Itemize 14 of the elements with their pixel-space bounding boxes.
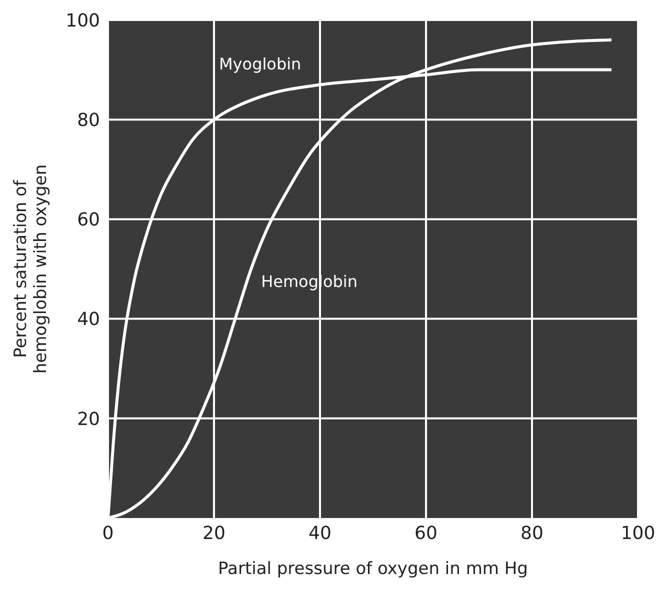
series-label: Myoglobin [219,54,302,74]
x-tick-label: 40 [308,522,332,544]
y-tick-label: 100 [66,10,100,32]
x-tick-label: 80 [520,522,544,544]
y-tick-label: 60 [77,210,100,231]
x-tick-label: 0 [102,522,114,544]
y-tick-label: 20 [77,408,100,430]
x-tick-label: 60 [414,522,438,544]
x-axis-title: Partial pressure of oxygen in mm Hg [218,559,528,579]
x-tick-label: 20 [202,522,226,544]
y-tick-label: 40 [77,309,100,330]
y-tick-label: 80 [77,110,100,131]
y-axis-title: Percent saturation of hemoglobin with oxygen [11,164,51,374]
x-tick-label: 100 [620,522,656,544]
